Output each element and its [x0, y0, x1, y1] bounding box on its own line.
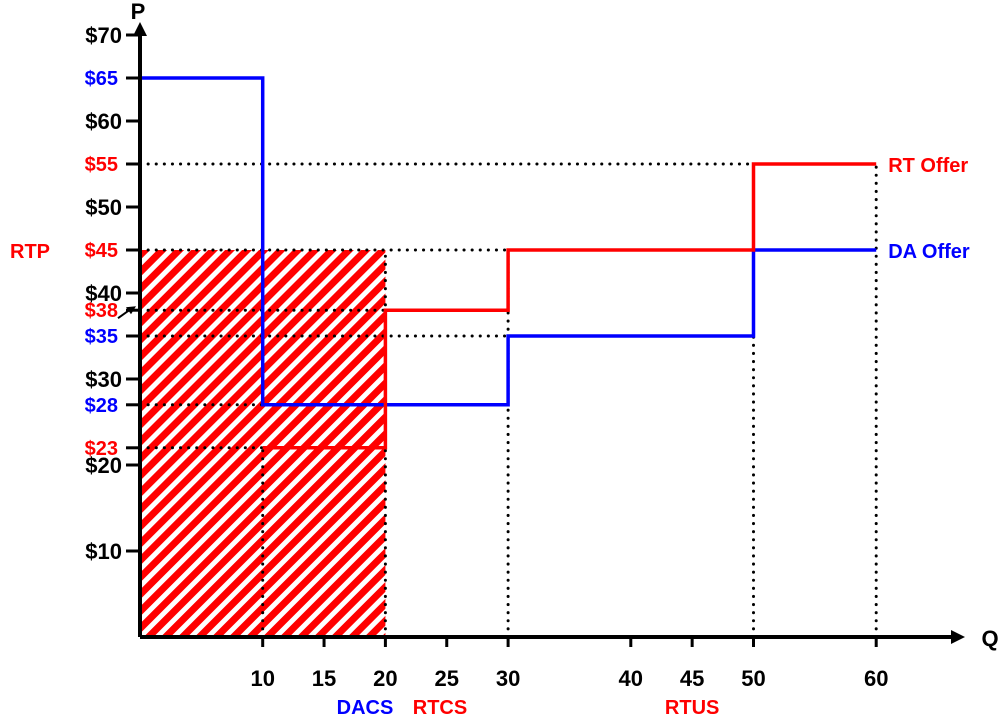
labels-layer: P Q 10 15 20 25 30 40 45 50 60 $70 $60 $50 $40 $30 $20 $1…	[10, 0, 999, 719]
price-label: $35	[85, 326, 118, 348]
series-line-da-offer	[140, 76, 877, 407]
series-line-rt-offer	[262, 162, 877, 450]
price-label: $65	[85, 68, 118, 90]
series-end-label: RT Offer	[888, 155, 968, 177]
bottom-label-rtus: RTUS	[665, 697, 719, 719]
bottom-label-dacs: DACS	[337, 697, 394, 719]
x-tick-label: 25	[435, 666, 459, 691]
series-layer	[140, 76, 877, 450]
y-tick-label: $50	[85, 195, 122, 220]
x-tick-label: 50	[741, 666, 765, 691]
y-tick-label: $70	[85, 23, 122, 48]
series-end-label: DA Offer	[888, 241, 970, 263]
x-tick-label: 15	[312, 666, 336, 691]
x-tick-label: 30	[496, 666, 520, 691]
y-tick-label: $20	[85, 453, 122, 478]
price-label: $45	[85, 240, 118, 262]
y-axis-arrow	[133, 22, 147, 36]
rtp-label: RTP	[10, 241, 50, 263]
x-tick-label: 60	[864, 666, 888, 691]
price-label: $55	[85, 154, 118, 176]
price-label: $23	[85, 438, 118, 460]
y-tick-label: $10	[85, 539, 122, 564]
bottom-label-rtcs: RTCS	[413, 697, 467, 719]
x-tick-label: 45	[680, 666, 704, 691]
x-axis-title: Q	[981, 626, 998, 651]
axes-layer	[117, 22, 965, 647]
y-axis-title: P	[131, 0, 146, 24]
y-tick-label: $40	[85, 281, 122, 306]
y-tick-label: $30	[85, 367, 122, 392]
x-tick-label: 40	[619, 666, 643, 691]
y-tick-label: $60	[85, 109, 122, 134]
x-axis-arrow	[951, 630, 965, 644]
x-tick-label: 10	[250, 666, 274, 691]
x-tick-label: 20	[373, 666, 397, 691]
price-label: $28	[85, 395, 118, 417]
price-label: $38	[85, 300, 118, 322]
pointer-arrow-head	[126, 306, 136, 315]
